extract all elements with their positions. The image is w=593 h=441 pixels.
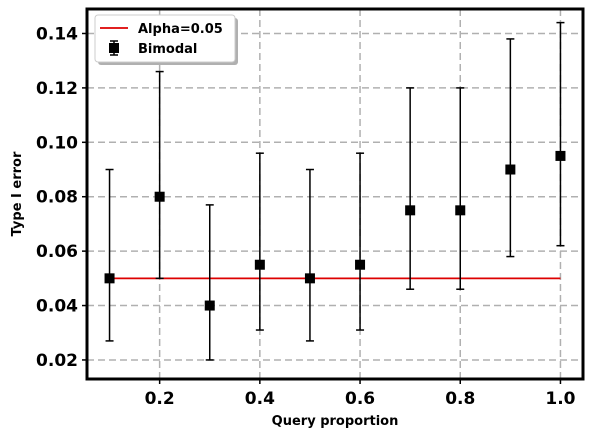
data-point-marker [355,259,366,270]
y-tick-label: 0.02 [36,351,78,371]
tick-layer: 0.2 0.4 0.6 0.8 1.0 0.02 0.04 0.06 0.08 0.10 0.12 0… [36,24,576,409]
y-tick-label: 0.12 [36,79,78,99]
x-tick-label: 0.8 [445,389,475,409]
data-point-marker [304,273,315,284]
legend-marker-swatch [109,43,119,53]
data-point-marker [455,205,466,216]
data-point-marker [154,191,165,202]
data-point-marker [204,300,215,311]
errorbar-layer [105,21,565,361]
legend-label-threshold: Alpha=0.05 [138,22,223,37]
legend: Alpha=0.05 Bimodal [94,14,238,65]
data-point-marker [505,164,516,175]
data-point-marker [555,150,566,161]
x-tick-label: 0.4 [245,389,275,409]
x-axis-title: Query proportion [272,414,399,429]
x-tick-label: 0.6 [345,389,375,409]
y-tick-label: 0.06 [36,242,78,262]
x-tick-label: 1.0 [545,389,575,409]
marker-layer [104,150,566,311]
y-tick-label: 0.08 [36,188,78,208]
y-tick-label: 0.04 [36,297,78,317]
data-point-marker [104,273,115,284]
plot-area-background [87,9,583,379]
legend-label-series: Bimodal [138,42,197,57]
y-tick-label: 0.10 [36,133,78,153]
data-point-marker [254,259,265,270]
x-tick-label: 0.2 [145,389,175,409]
y-tick-label: 0.14 [36,24,78,44]
plot-frame [85,7,585,381]
data-point-marker [405,205,416,216]
y-axis-title: Type I error [10,151,25,236]
legend-box [94,14,236,63]
